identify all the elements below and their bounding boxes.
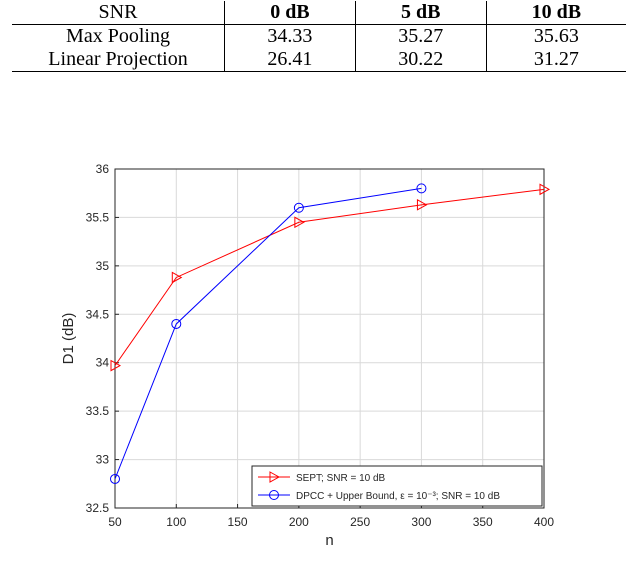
table-cell: 34.33 xyxy=(224,24,356,48)
x-axis-label: n xyxy=(325,532,333,549)
y-tick-label: 33 xyxy=(96,453,110,467)
x-tick-label: 200 xyxy=(289,515,309,529)
data-point xyxy=(294,216,305,229)
x-tick-label: 50 xyxy=(108,515,122,529)
data-point xyxy=(110,359,122,372)
table-row: Max Pooling 34.33 35.27 35.63 xyxy=(12,24,626,48)
series-line-0 xyxy=(114,188,545,366)
x-tick-label: 100 xyxy=(166,515,186,529)
legend-marker xyxy=(269,471,281,483)
legend-box xyxy=(251,465,543,507)
table-header-row: SNR 0 dB 5 dB 10 dB xyxy=(12,1,626,25)
plot-area xyxy=(115,169,544,508)
table-cell: 35.27 xyxy=(355,24,487,48)
data-point xyxy=(539,183,551,196)
table-cell: 35.63 xyxy=(533,25,579,47)
table-header-5db: 5 dB xyxy=(355,1,487,25)
y-tick-label: 34 xyxy=(96,356,110,370)
table-header-snr: SNR xyxy=(12,1,225,25)
x-tick-label: 300 xyxy=(411,515,431,529)
data-point xyxy=(416,198,428,211)
y-tick-label: 35 xyxy=(96,259,110,273)
table-header-10db: 10 dB xyxy=(486,1,626,25)
legend-entry-label: SEPT; SNR = 10 dB xyxy=(296,473,386,484)
data-point xyxy=(416,183,427,194)
table-row: Linear Projection 26.41 30.22 31.27 xyxy=(12,48,626,72)
y-tick-label: 33.5 xyxy=(86,404,110,418)
legend-marker xyxy=(269,490,279,500)
legend-entry-label: DPCC + Upper Bound, ε = 10⁻³; SNR = 10 d… xyxy=(296,491,500,502)
y-tick-label: 36 xyxy=(96,162,110,176)
x-tick-label: 350 xyxy=(473,515,493,529)
y-tick-label: 35.5 xyxy=(86,210,110,224)
axes-box xyxy=(114,168,545,509)
x-tick-label: 400 xyxy=(534,515,554,529)
y-tick-label: 32.5 xyxy=(86,501,110,515)
series-line-1 xyxy=(114,187,422,480)
table-header-0db: 0 dB xyxy=(224,1,356,25)
x-tick-label: 150 xyxy=(228,515,248,529)
row-label: Max Pooling xyxy=(12,24,225,48)
y-tick-label: 34.5 xyxy=(86,307,110,321)
data-point xyxy=(171,318,182,329)
data-point xyxy=(110,473,120,484)
line-chart: 50 100 150 200 250 300 350 400 32.5 33 33.5 34 34.5 3… xyxy=(60,162,554,549)
row-label: Linear Projection xyxy=(12,48,225,72)
data-point xyxy=(171,271,183,284)
y-axis-label: D1 (dB) xyxy=(60,313,77,365)
table-cell: 31.27 xyxy=(486,48,626,72)
data-point xyxy=(293,202,304,213)
table-cell: 26.41 xyxy=(224,48,356,72)
results-table: SNR 0 dB 5 dB 10 dB Max Pooling 34.33 35… xyxy=(12,1,626,72)
x-tick-label: 250 xyxy=(350,515,370,529)
table-cell: 30.22 xyxy=(355,48,487,72)
